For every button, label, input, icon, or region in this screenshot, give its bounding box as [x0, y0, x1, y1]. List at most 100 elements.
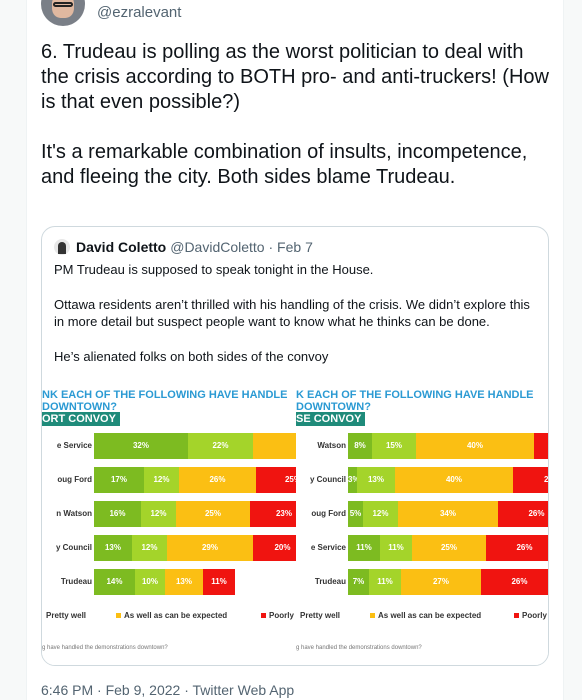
category-label: y Council — [55, 543, 92, 552]
stacked-bar: 8% 15% 40% — [348, 433, 548, 459]
bar-pretty-well-2: 11% — [380, 535, 412, 561]
bar-pretty-well: 11% — [348, 535, 380, 561]
tweet-paragraph: It's a remarkable combination of insults… — [41, 141, 528, 188]
quoted-tweet-text: PM Trudeau is supposed to speak tonight … — [54, 261, 540, 383]
bar-poorly — [534, 433, 548, 459]
legend-swatch — [370, 613, 375, 619]
chart-row: e Service 11% 11% 25% 26% — [296, 535, 548, 561]
bar-pretty-well: 13% — [94, 535, 132, 561]
chart-title: NK EACH OF THE FOLLOWING HAVE HANDLE DOW… — [42, 389, 287, 413]
bar-pretty-well-2: 10% — [135, 569, 165, 595]
bar-pretty-well-2: 11% — [369, 569, 401, 595]
bar-as-expected: 25% — [412, 535, 486, 561]
bar-as-expected: 25% — [176, 501, 250, 527]
chart-title-line: K EACH OF THE FOLLOWING HAVE HANDLE — [296, 389, 534, 401]
bar-poorly: 11% — [203, 569, 235, 595]
bar-as-expected: 34% — [398, 501, 498, 527]
chart-row: y Council 13% 12% 29% 20% — [42, 535, 296, 561]
category-label: e Service — [56, 441, 92, 450]
quoted-paragraph: He’s alienated folks on both sides of th… — [54, 349, 329, 364]
bar-poorly: 26% — [498, 501, 548, 527]
legend-item-poorly: Poorly — [514, 611, 547, 620]
bar-as-expected: 29% — [167, 535, 253, 561]
stacked-bar: 11% 11% 25% 26% — [348, 535, 548, 561]
category-label: oug Ford — [57, 475, 92, 484]
bar-pretty-well: 16% — [94, 501, 141, 527]
tweet-timestamp[interactable]: 6:46 PM · Feb 9, 2022 · Twitter Web App — [41, 682, 295, 698]
stacked-bar: 14% 10% 13% 11% — [94, 569, 235, 595]
chart-title-line: DOWNTOWN? — [42, 401, 117, 413]
quoted-avatar — [54, 239, 70, 255]
category-label: y Council — [309, 475, 346, 484]
bar-pretty-well-2: 12% — [363, 501, 398, 527]
bar-pretty-well: 7% — [348, 569, 369, 595]
avatar[interactable] — [41, 0, 85, 26]
category-label: Watson — [317, 441, 346, 450]
author-handle[interactable]: @ezralevant — [97, 4, 182, 21]
bar-as-expected: 40% — [416, 433, 534, 459]
stacked-bar: 5% 12% 34% 26% — [348, 501, 548, 527]
bar-poorly: 25% — [256, 467, 296, 493]
legend-label: Poorly — [522, 611, 547, 620]
tweet-paragraph: 6. Trudeau is polling as the worst polit… — [41, 41, 549, 113]
avatar-glasses — [53, 2, 73, 7]
legend-item-as-expected: As well as can be expected — [116, 611, 227, 620]
legend-label: Poorly — [269, 611, 294, 620]
chart-panel-oppose-convoy: K EACH OF THE FOLLOWING HAVE HANDLE DOWN… — [296, 387, 548, 665]
stacked-bar: 17%12%26%25% — [94, 467, 296, 493]
tweet-card: @ezralevant 6. Trudeau is polling as the… — [26, 0, 564, 700]
bar-poorly: 20% — [253, 535, 296, 561]
bar-pretty-well-2: 15% — [372, 433, 416, 459]
category-label: oug Ford — [311, 509, 346, 518]
chart-row: e Service 32% 22% — [42, 433, 296, 459]
quoted-author-handle: @DavidColetto — [170, 239, 265, 255]
category-label: n Watson — [56, 509, 92, 518]
stacked-bar: 16% 12% 25% 23% — [94, 501, 296, 527]
legend-swatch — [261, 613, 266, 619]
bar-poorly: 23% — [250, 501, 296, 527]
bar-poorly: 24 — [513, 467, 548, 493]
chart-panel-pro-convoy: NK EACH OF THE FOLLOWING HAVE HANDLE DOW… — [42, 387, 296, 665]
bar-pretty-well-2: 12% — [144, 467, 179, 493]
legend-item-as-expected: As well as can be expected — [370, 611, 481, 620]
legend-label: Pretty well — [46, 611, 87, 620]
quoted-media-charts[interactable]: NK EACH OF THE FOLLOWING HAVE HANDLE DOW… — [42, 387, 548, 665]
quoted-tweet[interactable]: David Coletto @DavidColetto · Feb 7 PM T… — [41, 226, 549, 666]
chart-legend: Pretty well As well as can be expected P… — [296, 611, 548, 623]
chart-row: Trudeau 14% 10% 13% 11% — [42, 569, 296, 595]
category-label: e Service — [310, 543, 346, 552]
chart-row: Watson 8% 15% 40% — [296, 433, 548, 459]
bar-pretty-well-2: 12% — [132, 535, 167, 561]
bar-pretty-well: 14% — [94, 569, 135, 595]
bar-poorly: 26% — [486, 535, 548, 561]
quoted-author-name: David Coletto — [76, 239, 167, 255]
chart-title-line: DOWNTOWN? — [296, 401, 371, 413]
legend-swatch — [514, 613, 519, 619]
legend-label: As well as can be expected — [124, 611, 228, 620]
chart-row: oug Ford 5% 12% 34% 26% — [296, 501, 548, 527]
chart-row: n Watson 16% 12% 25% 23% — [42, 501, 296, 527]
chart-footnote: g have handled the demonstrations downto… — [296, 645, 422, 651]
bar-as-expected: 27% — [401, 569, 481, 595]
legend-item-poorly: Poorly — [261, 611, 294, 620]
stacked-bar: 7% 11% 27% 26% — [348, 569, 548, 595]
quoted-tweet-header: David Coletto @DavidColetto · Feb 7 — [54, 239, 313, 255]
tweet-text: 6. Trudeau is polling as the worst polit… — [41, 40, 551, 215]
bar-as-expected: 26% — [179, 467, 256, 493]
stacked-bar: 13% 12% 29% 20% — [94, 535, 296, 561]
bar-pretty-well-2: 13% — [357, 467, 395, 493]
avatar-face — [52, 0, 74, 18]
quoted-paragraph: PM Trudeau is supposed to speak tonight … — [54, 262, 374, 277]
bar-pretty-well-2: 12% — [141, 501, 176, 527]
chart-title: K EACH OF THE FOLLOWING HAVE HANDLE DOWN… — [296, 389, 534, 413]
chart-legend: Pretty well As well as can be expected P… — [42, 611, 296, 623]
legend-swatch — [116, 613, 121, 619]
bar-as-expected: 40% — [395, 467, 513, 493]
bar-as-expected: 13% — [165, 569, 203, 595]
legend-label: As well as can be expected — [378, 611, 482, 620]
bar-pretty-well: 8% — [348, 433, 372, 459]
bar-pretty-well-2: 22% — [188, 433, 253, 459]
category-label: Trudeau — [60, 577, 92, 586]
